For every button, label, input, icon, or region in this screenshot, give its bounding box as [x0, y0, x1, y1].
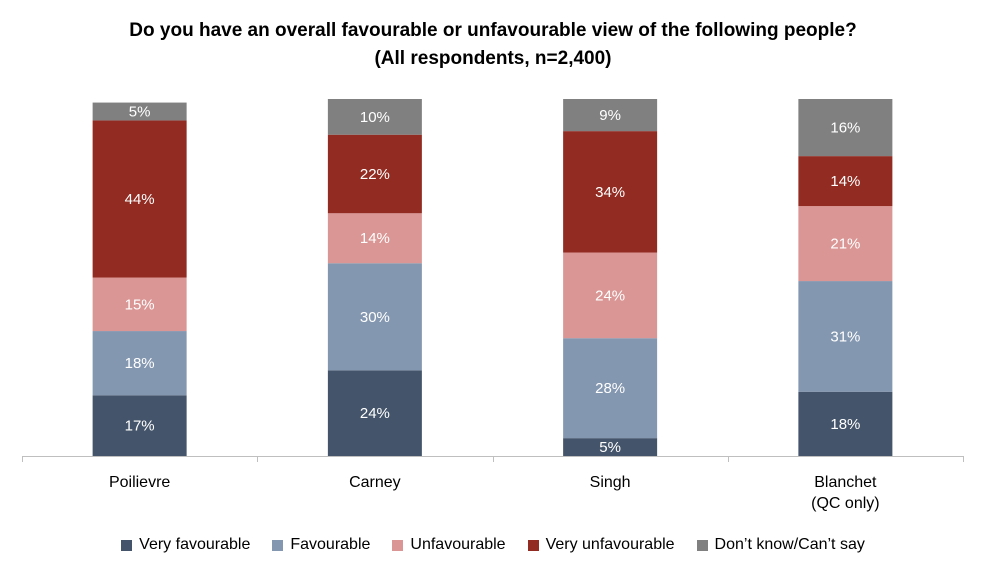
legend-item: Very unfavourable	[527, 536, 675, 554]
legend-item: Don’t know/Can’t say	[696, 536, 865, 554]
legend-label: Favourable	[290, 536, 371, 553]
data-label: 18%	[830, 416, 860, 433]
chart-subtitle: (All respondents, n=2,400)	[374, 48, 612, 69]
legend-swatch	[392, 539, 404, 551]
legend-label: Very favourable	[139, 536, 251, 553]
data-label: 31%	[830, 328, 860, 345]
bar-segment	[798, 156, 893, 207]
legend: Very favourable Favourable Unfavourable Ver…	[0, 536, 986, 554]
data-label: 16%	[830, 120, 860, 137]
bar-segment	[563, 131, 658, 253]
x-tick-label: Poilievre	[109, 474, 170, 491]
bar-segment	[327, 134, 422, 214]
data-label: 14%	[360, 230, 390, 247]
legend-swatch	[527, 539, 539, 551]
bar-segment	[327, 99, 422, 135]
data-label: 15%	[125, 296, 155, 313]
bar-segment	[92, 395, 187, 456]
x-tick-label: Blanchet	[814, 474, 877, 491]
bar-segment	[798, 99, 893, 157]
data-label: 9%	[599, 107, 621, 124]
bar-segment	[798, 391, 893, 456]
x-tick-label: (QC only)	[811, 495, 879, 512]
bar-segment	[92, 120, 187, 278]
data-label: 18%	[125, 355, 155, 372]
data-label: 14%	[830, 173, 860, 190]
data-label: 5%	[599, 439, 621, 456]
bar-segment	[92, 277, 187, 332]
data-label: 24%	[595, 287, 625, 304]
data-label: 22%	[360, 166, 390, 183]
data-label: 5%	[129, 103, 151, 120]
data-label: 17%	[125, 418, 155, 435]
data-label: 34%	[595, 184, 625, 201]
bar-segment	[92, 331, 187, 396]
legend-item: Favourable	[272, 536, 370, 554]
legend-swatch	[696, 539, 708, 551]
bar-segment	[327, 213, 422, 264]
data-label: 10%	[360, 109, 390, 126]
bar-segment	[327, 263, 422, 371]
bar-segment	[563, 338, 658, 439]
data-label: 44%	[125, 191, 155, 208]
data-label: 30%	[360, 309, 390, 326]
bar-segment	[92, 102, 187, 121]
legend-swatch	[121, 539, 133, 551]
data-label: 28%	[595, 380, 625, 397]
legend-label: Very unfavourable	[545, 536, 675, 553]
data-label: 21%	[830, 236, 860, 253]
x-tick-label: Singh	[590, 474, 631, 491]
legend-label: Don’t know/Can’t say	[714, 536, 865, 553]
legend-swatch	[272, 539, 284, 551]
bar-segment	[563, 99, 658, 132]
bar-segment	[798, 281, 893, 392]
data-label: 24%	[360, 405, 390, 422]
legend-item: Unfavourable	[392, 536, 506, 554]
legend-label: Unfavourable	[410, 536, 506, 553]
bar-segment	[798, 206, 893, 282]
bar-segment	[563, 252, 658, 339]
bar-segment	[327, 370, 422, 456]
legend-item: Very favourable	[121, 536, 250, 554]
x-tick-label: Carney	[349, 474, 401, 491]
bar-segment	[563, 438, 658, 456]
chart-title: Do you have an overall favourable or unf…	[129, 20, 857, 41]
